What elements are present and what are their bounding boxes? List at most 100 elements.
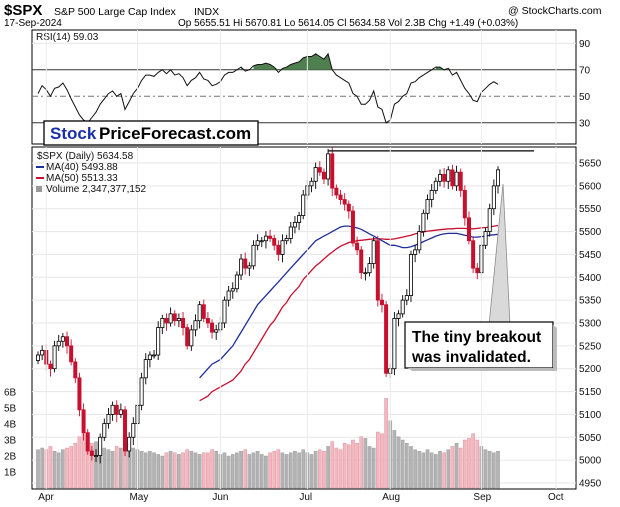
volume-bar bbox=[284, 454, 289, 489]
candle-body bbox=[85, 432, 90, 452]
volume-bar bbox=[483, 449, 488, 489]
volume-bar bbox=[405, 443, 409, 489]
volume-bar bbox=[264, 455, 268, 489]
candle-body bbox=[193, 320, 198, 331]
volume-bar bbox=[313, 451, 318, 489]
volume-bar bbox=[255, 451, 260, 489]
price-panel-frame bbox=[31, 146, 577, 490]
x-tick-label: Sep bbox=[473, 492, 491, 503]
volume-bar bbox=[434, 454, 438, 489]
candle-body bbox=[143, 359, 148, 379]
volume-bar bbox=[293, 451, 297, 489]
volume-bar bbox=[438, 451, 442, 489]
candle-body bbox=[89, 450, 94, 456]
candle-body bbox=[172, 313, 177, 322]
candle-body bbox=[255, 240, 260, 246]
volume-bar bbox=[297, 452, 301, 489]
volume-bar bbox=[259, 454, 264, 489]
volume-bar bbox=[338, 449, 343, 489]
candle-body bbox=[272, 238, 277, 246]
volume-bar bbox=[363, 438, 368, 489]
chart-ticker: $SPX bbox=[4, 2, 42, 19]
candle-body bbox=[288, 226, 293, 239]
candle-body bbox=[355, 242, 360, 251]
candle-body bbox=[36, 354, 41, 361]
candle-body bbox=[205, 318, 210, 324]
candle-body bbox=[421, 212, 426, 232]
volume-bar bbox=[471, 433, 475, 489]
candle-body bbox=[197, 304, 202, 322]
candle-body bbox=[131, 423, 136, 438]
candle-body bbox=[102, 423, 107, 438]
volume-bar bbox=[114, 446, 119, 489]
candle-body bbox=[375, 240, 380, 301]
volume-bar bbox=[222, 452, 227, 489]
copyright-text: @ StockCharts.com bbox=[508, 5, 602, 17]
volume-bar bbox=[450, 446, 455, 489]
rsi-tick-label: 90 bbox=[579, 39, 591, 50]
x-tick-label: Apr bbox=[38, 492, 54, 503]
volume-bar bbox=[318, 449, 322, 489]
price-tick-label: 5650 bbox=[579, 159, 602, 170]
volume-tick-label: 2B bbox=[4, 452, 17, 463]
legend-ma40: MA(40) 5493.88 bbox=[46, 162, 118, 173]
volume-bar bbox=[487, 451, 492, 489]
volume-bar bbox=[131, 447, 136, 489]
price-axis: 5650 5600 5550 5500 5450 5400 5350 5300 5250 5200… bbox=[579, 159, 602, 490]
candle-body bbox=[342, 199, 347, 205]
volume-bar bbox=[376, 431, 380, 489]
legend-price: $SPX (Daily) 5634.58 bbox=[37, 151, 134, 162]
candle-body bbox=[454, 171, 459, 187]
volume-bar bbox=[359, 436, 364, 489]
candle-body bbox=[52, 345, 57, 370]
candle-body bbox=[330, 153, 335, 189]
candle-body bbox=[297, 215, 302, 223]
annotation-line2: was invalidated. bbox=[411, 349, 531, 366]
volume-bar bbox=[413, 449, 417, 489]
volume-tick-label: 1B bbox=[4, 468, 17, 479]
volume-axis: 6B 5B 4B 3B 2B 1B bbox=[4, 388, 17, 479]
volume-bar bbox=[90, 443, 94, 489]
candle-body bbox=[338, 194, 343, 200]
candle-body bbox=[400, 299, 405, 315]
ma40-line bbox=[199, 225, 499, 379]
volume-bar bbox=[342, 443, 347, 489]
candle-body bbox=[359, 249, 364, 274]
price-tick-label: 5300 bbox=[579, 319, 602, 330]
price-tick-label: 5550 bbox=[579, 204, 602, 215]
legend-ma50: MA(50) 5513.33 bbox=[46, 173, 118, 184]
candle-body bbox=[48, 363, 53, 370]
volume-bar bbox=[288, 452, 293, 489]
volume-bar bbox=[309, 454, 314, 489]
volume-bar bbox=[52, 451, 57, 489]
price-tick-label: 5600 bbox=[579, 181, 602, 192]
rsi-overbought-fill bbox=[241, 53, 453, 70]
candle-body bbox=[276, 244, 281, 255]
volume-bar bbox=[496, 451, 500, 489]
candle-body bbox=[450, 169, 455, 187]
annotation-line1: The tiny breakout bbox=[412, 329, 541, 346]
volume-bar bbox=[355, 443, 359, 489]
volume-bar bbox=[210, 449, 214, 489]
chart-index-name: S&P 500 Large Cap Index bbox=[54, 6, 177, 18]
candle-body bbox=[458, 171, 463, 191]
candle-body bbox=[247, 265, 252, 269]
candle-body bbox=[251, 244, 256, 267]
volume-bar bbox=[371, 447, 376, 489]
candle-body bbox=[404, 295, 409, 301]
volume-bar bbox=[380, 433, 384, 489]
volume-bar bbox=[168, 451, 173, 489]
volume-bar bbox=[148, 451, 152, 489]
candle-body bbox=[152, 354, 157, 357]
volume-bar bbox=[177, 454, 181, 489]
volume-bar bbox=[446, 449, 451, 489]
candle-body bbox=[118, 409, 123, 415]
candle-body bbox=[437, 174, 442, 182]
candle-body bbox=[384, 304, 389, 374]
candle-body bbox=[317, 167, 322, 173]
candle-body bbox=[160, 318, 165, 328]
price-tick-label: 5150 bbox=[579, 387, 602, 398]
candle-body bbox=[292, 222, 297, 228]
candle-body bbox=[379, 299, 384, 306]
candle-body bbox=[226, 290, 231, 301]
